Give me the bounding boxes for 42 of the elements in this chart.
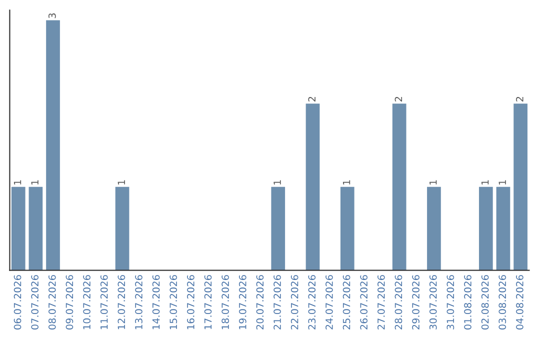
x-tick-label: 31.07.2026 [446, 275, 454, 330]
x-tick-label: 08.07.2026 [48, 275, 56, 330]
x-tick-label: 11.07.2026 [100, 275, 108, 330]
x-tick-label: 23.07.2026 [308, 275, 316, 330]
data-label: 2 [516, 96, 524, 102]
x-tick-label: 24.07.2026 [326, 275, 333, 330]
x-tick-label: 30.07.2026 [429, 275, 437, 330]
x-tick-label: 09.07.2026 [66, 275, 74, 330]
x-tick-label: 17.07.2026 [204, 275, 212, 330]
x-tick-label: 22.07.2026 [290, 275, 298, 330]
data-label: 2 [394, 96, 402, 102]
data-label: 1 [498, 180, 506, 184]
x-tick-label: 19.07.2026 [238, 275, 246, 330]
x-tick-label: 26.07.2026 [360, 275, 368, 330]
x-tick-label: 14.07.2026 [152, 275, 160, 330]
data-label: 1 [31, 180, 38, 184]
x-tick-label: 03.08.2026 [498, 275, 506, 330]
x-tick-label: 21.07.2026 [274, 275, 281, 330]
x-tick-label: 25.07.2026 [342, 275, 350, 330]
x-tick-label: 18.07.2026 [222, 275, 229, 330]
x-tick-label: 16.07.2026 [187, 275, 194, 330]
data-label: 1 [274, 180, 281, 184]
x-tick-label: 01.08.2026 [464, 275, 472, 330]
x-tick-label: 12.07.2026 [118, 275, 126, 330]
x-tick-label: 02.08.2026 [481, 275, 489, 330]
x-tick-label: 20.07.2026 [256, 275, 264, 330]
x-tick-label: 15.07.2026 [170, 275, 178, 330]
data-label: 1 [14, 180, 22, 184]
x-tick-label: 10.07.2026 [83, 275, 90, 330]
data-label: 2 [308, 96, 316, 102]
x-tick-label: 06.07.2026 [14, 275, 22, 330]
x-tick-label: 29.07.2026 [412, 275, 420, 330]
x-tick-label: 04.08.2026 [516, 275, 524, 330]
data-label: 1 [430, 180, 437, 184]
data-label: 1 [482, 180, 489, 184]
data-label: 1 [118, 180, 125, 184]
x-tick-label: 13.07.2026 [135, 275, 142, 330]
x-tick-label: 28.07.2026 [394, 275, 402, 330]
data-label: 1 [342, 180, 350, 184]
x-tick-label: 07.07.2026 [31, 275, 39, 330]
data-label: 3 [48, 13, 56, 18]
x-tick-label: 27.07.2026 [377, 275, 385, 330]
